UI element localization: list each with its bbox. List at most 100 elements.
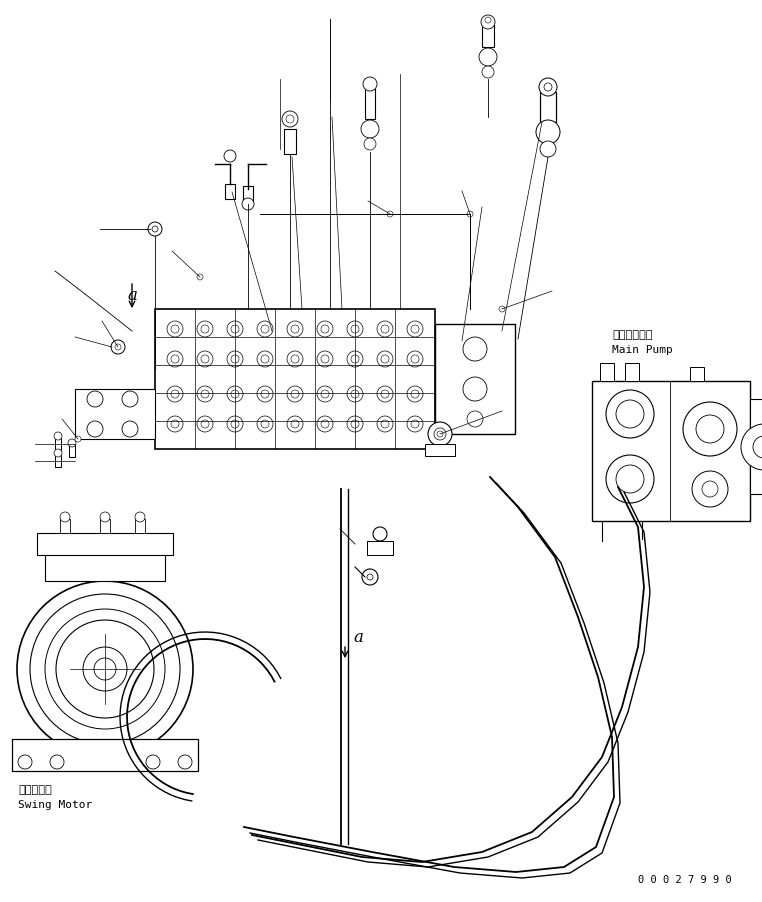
Circle shape — [201, 420, 209, 428]
Circle shape — [231, 326, 239, 334]
Circle shape — [178, 755, 192, 769]
Bar — [592, 382, 750, 521]
Circle shape — [377, 322, 393, 337]
Circle shape — [463, 378, 487, 401]
Circle shape — [351, 355, 359, 364]
Circle shape — [606, 456, 654, 503]
Circle shape — [261, 420, 269, 428]
Bar — [750, 400, 762, 494]
Circle shape — [224, 151, 236, 163]
Circle shape — [87, 391, 103, 408]
Circle shape — [407, 387, 423, 402]
Circle shape — [171, 355, 179, 364]
Circle shape — [373, 528, 387, 541]
Circle shape — [351, 326, 359, 334]
Circle shape — [227, 417, 243, 433]
Bar — [100, 520, 110, 533]
Circle shape — [381, 355, 389, 364]
Circle shape — [692, 472, 728, 508]
Bar — [135, 520, 145, 533]
Circle shape — [197, 352, 213, 368]
Circle shape — [291, 355, 299, 364]
Text: 旋回モータ: 旋回モータ — [18, 784, 52, 794]
Circle shape — [606, 391, 654, 438]
Circle shape — [45, 610, 165, 729]
Circle shape — [411, 391, 419, 399]
Circle shape — [362, 569, 378, 585]
Text: Swing Motor: Swing Motor — [18, 799, 92, 809]
Bar — [435, 325, 515, 435]
Circle shape — [616, 465, 644, 493]
Bar — [625, 364, 639, 382]
Circle shape — [291, 391, 299, 399]
Circle shape — [428, 422, 452, 446]
Circle shape — [87, 421, 103, 437]
Circle shape — [702, 482, 718, 497]
Circle shape — [227, 322, 243, 337]
Circle shape — [411, 326, 419, 334]
Circle shape — [197, 322, 213, 337]
Circle shape — [321, 420, 329, 428]
Bar — [69, 446, 75, 457]
Circle shape — [171, 420, 179, 428]
Circle shape — [367, 575, 373, 580]
Circle shape — [317, 322, 333, 337]
Text: a: a — [127, 286, 137, 303]
Circle shape — [197, 417, 213, 433]
Circle shape — [146, 755, 160, 769]
Circle shape — [485, 18, 491, 24]
Bar — [75, 390, 155, 439]
Circle shape — [381, 420, 389, 428]
Circle shape — [167, 387, 183, 402]
Circle shape — [291, 326, 299, 334]
Circle shape — [321, 391, 329, 399]
Circle shape — [201, 326, 209, 334]
Circle shape — [231, 391, 239, 399]
Circle shape — [287, 417, 303, 433]
Circle shape — [257, 352, 273, 368]
Circle shape — [68, 439, 76, 447]
Circle shape — [753, 437, 762, 458]
Circle shape — [261, 355, 269, 364]
Circle shape — [377, 417, 393, 433]
Circle shape — [683, 402, 737, 456]
Circle shape — [317, 352, 333, 368]
Circle shape — [282, 112, 298, 128]
Circle shape — [351, 391, 359, 399]
Circle shape — [148, 223, 162, 236]
Circle shape — [437, 431, 443, 437]
Circle shape — [499, 307, 505, 313]
Circle shape — [171, 391, 179, 399]
Text: 0 0 0 2 7 9 9 0: 0 0 0 2 7 9 9 0 — [638, 874, 732, 884]
Circle shape — [201, 391, 209, 399]
Circle shape — [115, 345, 121, 351]
Circle shape — [347, 387, 363, 402]
Bar — [367, 541, 393, 556]
Circle shape — [347, 322, 363, 337]
Circle shape — [287, 352, 303, 368]
Circle shape — [696, 416, 724, 444]
Circle shape — [50, 755, 64, 769]
Circle shape — [94, 658, 116, 680]
Circle shape — [242, 198, 254, 211]
Bar — [600, 364, 614, 382]
Bar — [12, 739, 198, 771]
Bar — [540, 93, 556, 123]
Circle shape — [363, 78, 377, 92]
Circle shape — [17, 582, 193, 757]
Circle shape — [481, 16, 495, 30]
Circle shape — [291, 420, 299, 428]
Circle shape — [381, 326, 389, 334]
Circle shape — [361, 121, 379, 139]
Circle shape — [317, 417, 333, 433]
Circle shape — [197, 387, 213, 402]
Circle shape — [463, 337, 487, 362]
Circle shape — [381, 391, 389, 399]
Circle shape — [434, 428, 446, 440]
Circle shape — [111, 341, 125, 354]
Circle shape — [83, 648, 127, 691]
Circle shape — [616, 400, 644, 428]
Circle shape — [321, 326, 329, 334]
Circle shape — [377, 352, 393, 368]
Circle shape — [536, 121, 560, 145]
